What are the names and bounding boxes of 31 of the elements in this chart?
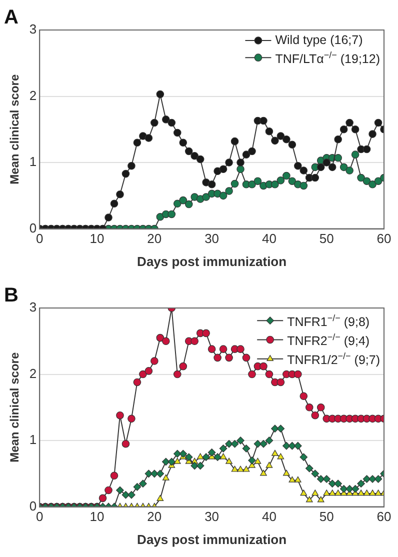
y-tick-label: 2	[29, 366, 37, 381]
y-tick-label: 2	[29, 88, 37, 103]
x-axis-title: Days post immunization	[137, 254, 287, 269]
legend-label: TNFR1$^{−/−}$ (9;8)	[287, 312, 370, 330]
legend-label: Wild type (16;7)	[275, 33, 363, 48]
x-tick-label: 60	[376, 509, 392, 524]
y-tick-label: 0	[29, 220, 37, 236]
x-tick-label: 40	[262, 231, 276, 246]
x-tick-label: 50	[319, 509, 334, 524]
y-tick-label: 3	[29, 300, 37, 315]
y-axis-title: Mean clinical score	[8, 74, 22, 184]
y-tick-label: 1	[29, 432, 37, 448]
legend-label: TNF/LTα$^{−/−}$ (19;12)	[275, 49, 380, 68]
x-axis-title: Days post immunization	[137, 532, 287, 547]
y-axis-title: Mean clinical score	[8, 352, 22, 462]
x-tick-label: 10	[90, 509, 104, 524]
y-tick-label: 0	[29, 498, 37, 514]
x-tick-label: 30	[204, 509, 220, 524]
x-tick-label: 20	[147, 509, 162, 524]
y-tick-label: 3	[29, 22, 37, 37]
x-tick-label: 30	[204, 231, 220, 246]
y-tick-label: 1	[29, 154, 37, 170]
x-tick-label: 50	[319, 231, 334, 246]
legend-label: TNFR1/2$^{−/−}$ (9;7)	[287, 350, 380, 368]
legend-label: TNFR2$^{−/−}$ (9;4)	[287, 331, 370, 350]
chart-title: B	[4, 284, 18, 307]
x-tick-label: 10	[90, 231, 104, 246]
x-tick-label: 20	[147, 231, 162, 246]
x-tick-label: 60	[376, 231, 392, 246]
chart-title: A	[4, 6, 18, 29]
x-tick-label: 40	[262, 509, 276, 524]
